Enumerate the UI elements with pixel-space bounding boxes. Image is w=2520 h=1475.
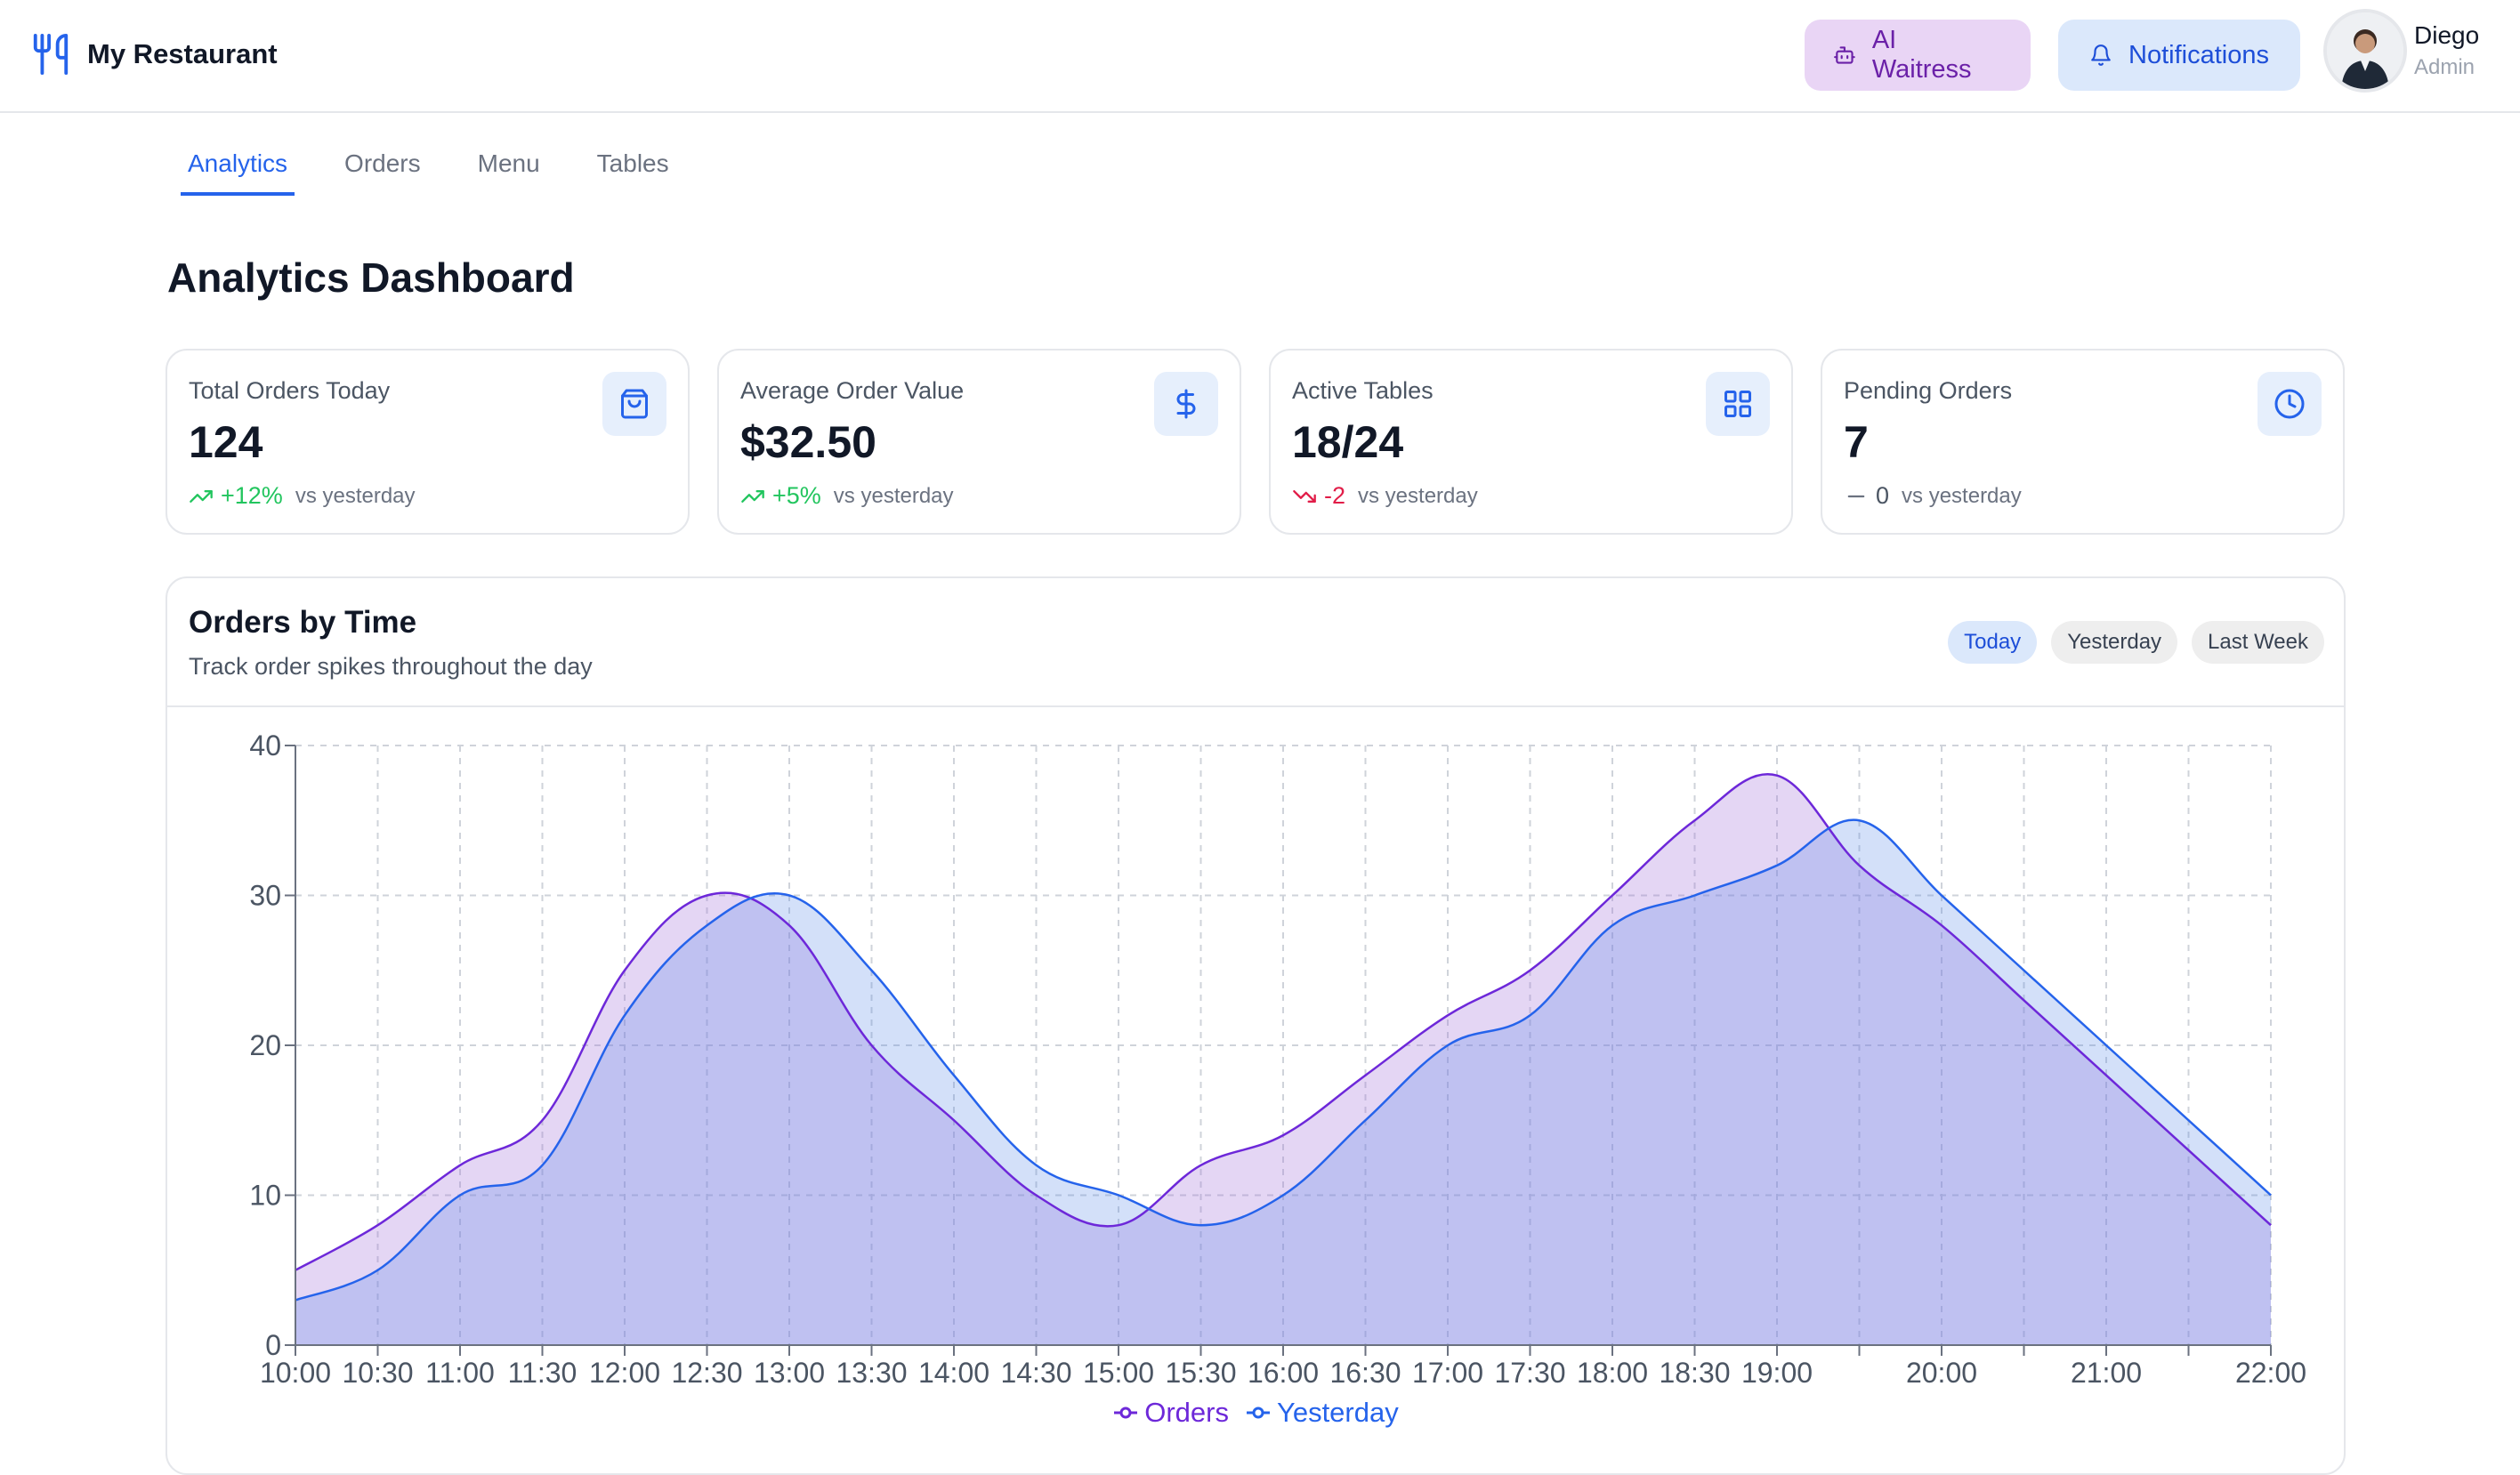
chart-legend: Orders Yesterday xyxy=(167,1397,2344,1429)
stat-note: vs yesterday xyxy=(833,483,954,508)
user-role: Admin xyxy=(2414,55,2476,79)
x-tick-label: 19:00 xyxy=(1741,1357,1813,1389)
stat-change: -2 xyxy=(1324,482,1346,509)
brand[interactable]: My Restaurant xyxy=(30,32,278,77)
tab-analytics[interactable]: Analytics xyxy=(181,142,295,196)
stat-value: 18/24 xyxy=(1292,417,1404,467)
x-tick-label: 16:00 xyxy=(1248,1357,1319,1389)
legend-item-yesterday[interactable]: Yesterday xyxy=(1245,1397,1399,1429)
clock-icon xyxy=(2258,372,2322,436)
x-tick-label: 12:30 xyxy=(671,1357,742,1389)
x-tick-label: 11:30 xyxy=(508,1357,578,1389)
stat-change: 0 xyxy=(1876,482,1890,509)
notifications-label: Notifications xyxy=(2128,40,2269,69)
x-tick-label: 18:00 xyxy=(1577,1357,1648,1389)
x-tick-label: 15:00 xyxy=(1083,1357,1154,1389)
user-photo xyxy=(2327,12,2403,89)
tab-orders[interactable]: Orders xyxy=(344,149,421,177)
y-tick-label: 10 xyxy=(249,1180,281,1212)
stat-value: $32.50 xyxy=(740,417,876,467)
stat-trend: +5% vs yesterday xyxy=(740,482,954,510)
bell-icon xyxy=(2091,44,2111,66)
stat-label: Total Orders Today xyxy=(189,377,391,404)
x-tick-label: 11:00 xyxy=(425,1357,495,1389)
orders-by-time-card: Orders by Time Track order spikes throug… xyxy=(166,576,2346,1475)
trending-up-icon xyxy=(190,489,213,503)
x-tick-label: 13:00 xyxy=(754,1357,825,1389)
x-tick-label: 13:30 xyxy=(836,1357,907,1389)
stat-change: +12% xyxy=(221,482,283,509)
stat-card-pending-orders: Pending Orders 7 0 vs yesterday xyxy=(1821,349,2345,535)
page-title: Analytics Dashboard xyxy=(167,254,575,301)
stat-trend: +12% vs yesterday xyxy=(189,482,416,510)
shopping-bag-icon xyxy=(602,372,666,436)
user-name: Diego xyxy=(2414,21,2480,49)
ai-waitress-button[interactable]: AI Waitress xyxy=(1805,20,2031,91)
x-tick-label: 12:00 xyxy=(589,1357,660,1389)
main-tabs: Analytics Orders Menu Tables xyxy=(181,142,719,196)
x-tick-label: 17:00 xyxy=(1412,1357,1483,1389)
brand-name: My Restaurant xyxy=(87,38,278,69)
trending-down-icon xyxy=(1293,489,1316,503)
y-tick-label: 20 xyxy=(249,1029,281,1061)
tab-tables[interactable]: Tables xyxy=(596,149,669,177)
stat-note: vs yesterday xyxy=(1358,483,1478,508)
utensils-icon xyxy=(33,34,69,75)
bot-icon xyxy=(1834,46,1855,64)
notifications-button[interactable]: Notifications xyxy=(2058,20,2300,91)
x-tick-label: 14:30 xyxy=(1000,1357,1071,1389)
area-orders xyxy=(295,774,2271,1345)
top-bar: My Restaurant AI Waitress Notifications … xyxy=(0,0,2520,113)
y-tick-label: 40 xyxy=(249,729,281,762)
area-yesterday xyxy=(295,819,2271,1345)
chart-subtitle: Track order spikes throughout the day xyxy=(189,653,593,680)
legend-line-marker-icon xyxy=(1247,1406,1270,1419)
x-tick-label: 18:30 xyxy=(1659,1357,1730,1389)
legend-item-orders[interactable]: Orders xyxy=(1112,1397,1229,1429)
stat-value: 7 xyxy=(1844,417,1869,467)
chart-divider xyxy=(167,705,2344,707)
grid-icon xyxy=(1706,372,1770,436)
orders-area-chart: 0 10 20 30 40 10:00 10:30 11:00 11:30 12:00 12:30 1… xyxy=(249,729,2306,1389)
tab-menu[interactable]: Menu xyxy=(477,149,540,177)
range-last-week-button[interactable]: Last Week xyxy=(2192,621,2324,664)
x-tick-label: 20:00 xyxy=(1906,1357,1977,1389)
y-tick-label: 0 xyxy=(265,1329,281,1361)
stat-value: 124 xyxy=(189,417,263,467)
chart-title: Orders by Time xyxy=(189,605,417,640)
stat-trend: -2 vs yesterday xyxy=(1292,482,1478,510)
stat-card-average-order-value: Average Order Value $32.50 +5% vs yester… xyxy=(717,349,1241,535)
legend-line-marker-icon xyxy=(1114,1406,1138,1419)
x-tick-label: 10:00 xyxy=(260,1357,331,1389)
x-tick-label: 16:30 xyxy=(1329,1357,1401,1389)
avatar[interactable] xyxy=(2323,9,2407,93)
stat-note: vs yesterday xyxy=(1902,483,2022,508)
stat-card-active-tables: Active Tables 18/24 -2 vs yesterday xyxy=(1269,349,1793,535)
x-tick-label: 21:00 xyxy=(2071,1357,2142,1389)
range-selector: Today Yesterday Last Week xyxy=(1948,621,2324,664)
dollar-icon xyxy=(1154,372,1218,436)
range-today-button[interactable]: Today xyxy=(1948,621,2038,664)
x-tick-label: 17:30 xyxy=(1494,1357,1565,1389)
minus-icon xyxy=(1847,495,1865,497)
legend-label: Orders xyxy=(1144,1397,1229,1428)
stat-note: vs yesterday xyxy=(295,483,416,508)
stat-label: Active Tables xyxy=(1292,377,1434,404)
y-tick-label: 30 xyxy=(249,880,281,912)
ai-waitress-label: AI Waitress xyxy=(1871,26,1972,84)
stat-card-total-orders: Total Orders Today 124 +12% vs yesterday xyxy=(166,349,690,535)
x-tick-label: 10:30 xyxy=(342,1357,413,1389)
stat-change: +5% xyxy=(772,482,821,509)
trending-up-icon xyxy=(741,489,764,503)
legend-label: Yesterday xyxy=(1277,1397,1399,1428)
x-tick-label: 15:30 xyxy=(1165,1357,1236,1389)
stat-trend: 0 vs yesterday xyxy=(1844,482,2022,510)
line-yesterday xyxy=(295,818,2272,1302)
range-yesterday-button[interactable]: Yesterday xyxy=(2051,621,2178,664)
stat-label: Pending Orders xyxy=(1844,377,2013,404)
x-tick-label: 22:00 xyxy=(2235,1357,2306,1389)
x-tick-label: 14:00 xyxy=(918,1357,989,1389)
stat-label: Average Order Value xyxy=(740,377,965,404)
line-orders xyxy=(295,773,2272,1271)
